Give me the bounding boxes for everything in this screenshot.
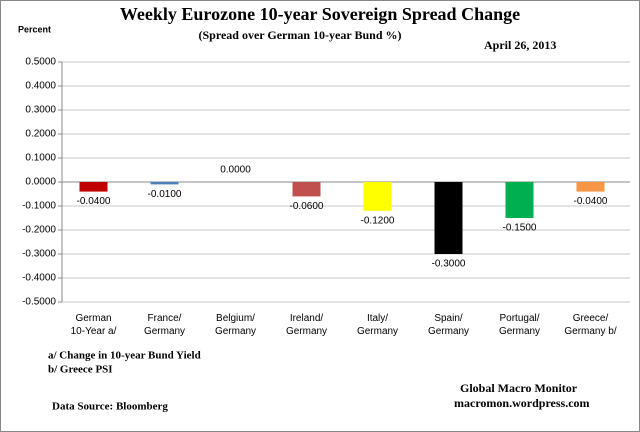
data-label: 0.0000 — [220, 165, 251, 176]
bar — [434, 182, 463, 254]
bar — [576, 182, 605, 192]
footnote: b/ Greece PSI — [48, 364, 113, 376]
y-tick-label: 0.2000 — [25, 129, 56, 140]
y-tick-label: 0.0000 — [25, 177, 56, 188]
y-tick-label: 0.3000 — [25, 105, 56, 116]
x-tick-label: Portugal/Germany — [499, 313, 540, 337]
bar — [505, 182, 534, 218]
y-tick-label: -0.5000 — [22, 297, 56, 308]
y-tick-label: -0.2000 — [22, 225, 56, 236]
credit: macromon.wordpress.com — [454, 396, 590, 410]
bar — [150, 182, 179, 185]
data-label: -0.1500 — [503, 223, 537, 234]
y-tick-label: -0.4000 — [22, 273, 56, 284]
y-tick-label: 0.1000 — [25, 153, 56, 164]
y-axis-label: Percent — [18, 24, 51, 34]
data-label: -0.1200 — [361, 215, 395, 226]
x-tick-label: German 10-Year a/ — [71, 313, 117, 337]
y-tick-label: -0.1000 — [22, 201, 56, 212]
bar — [363, 182, 392, 211]
x-tick-label: Spain/Germany — [428, 313, 469, 337]
bar — [292, 182, 321, 197]
bar — [79, 182, 108, 192]
data-label: -0.0600 — [290, 201, 324, 212]
x-tick-label: Belgium/Germany — [215, 313, 256, 337]
credit: Global Macro Monitor — [460, 381, 578, 395]
chart-date: April 26, 2013 — [484, 38, 556, 52]
chart-subtitle: (Spread over German 10-year Bund %) — [199, 28, 402, 42]
footnote: a/ Change in 10-year Bund Yield — [48, 350, 201, 362]
data-label: -0.0400 — [574, 196, 608, 207]
data-label: -0.3000 — [432, 259, 466, 270]
x-tick-label: Ireland/Germany — [286, 313, 327, 337]
data-label: -0.0400 — [77, 196, 111, 207]
y-tick-label: 0.4000 — [25, 81, 56, 92]
x-tick-label: France/Germany — [144, 313, 185, 337]
chart-title: Weekly Eurozone 10-year Sovereign Spread… — [120, 4, 520, 24]
y-tick-label: -0.3000 — [22, 249, 56, 260]
x-tick-label: Greece/Germany b/ — [564, 313, 616, 337]
data-source: Data Source: Bloomberg — [52, 401, 168, 413]
data-label: -0.0100 — [148, 189, 182, 200]
y-tick-label: 0.5000 — [25, 57, 56, 68]
x-tick-label: Italy/Germany — [357, 313, 398, 337]
